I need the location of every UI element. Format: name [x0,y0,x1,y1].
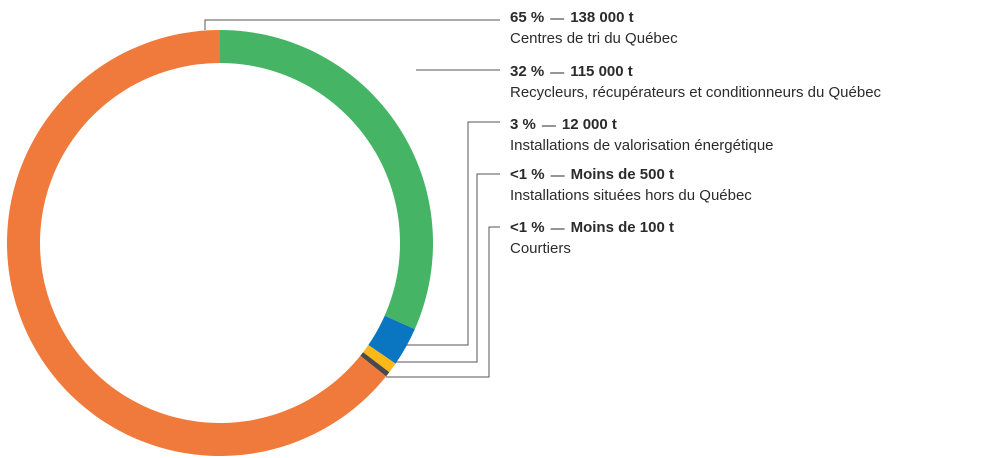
leader-line [204,19,500,30]
tonnage-label: 12 000 t [562,116,617,133]
value-label: 65 % [510,9,544,26]
category-label: Centres de tri du Québec [510,30,678,47]
value-label: 3 % [510,116,536,133]
value-label: 32 % [510,63,544,80]
value-label: <1 % [510,219,545,236]
category-label: Recycleurs, récupérateurs et conditionne… [510,84,882,101]
tonnage-label: 138 000 t [570,9,633,26]
category-label: Courtiers [510,240,571,257]
tonnage-label: 115 000 t [570,63,633,80]
category-label: Installations situées hors du Québec [510,187,752,204]
leader-line [386,226,500,378]
leader-line [396,173,500,363]
donut-segment [363,344,396,373]
tonnage-label: Moins de 500 t [571,166,674,183]
donut-segment [368,315,415,364]
value-label: <1 % [510,166,545,183]
donut-segment [360,352,390,377]
leader-line [405,121,500,346]
donut-segment [220,30,433,330]
category-label: Installations de valorisation énergétiqu… [510,137,774,154]
tonnage-label: Moins de 100 t [571,219,674,236]
